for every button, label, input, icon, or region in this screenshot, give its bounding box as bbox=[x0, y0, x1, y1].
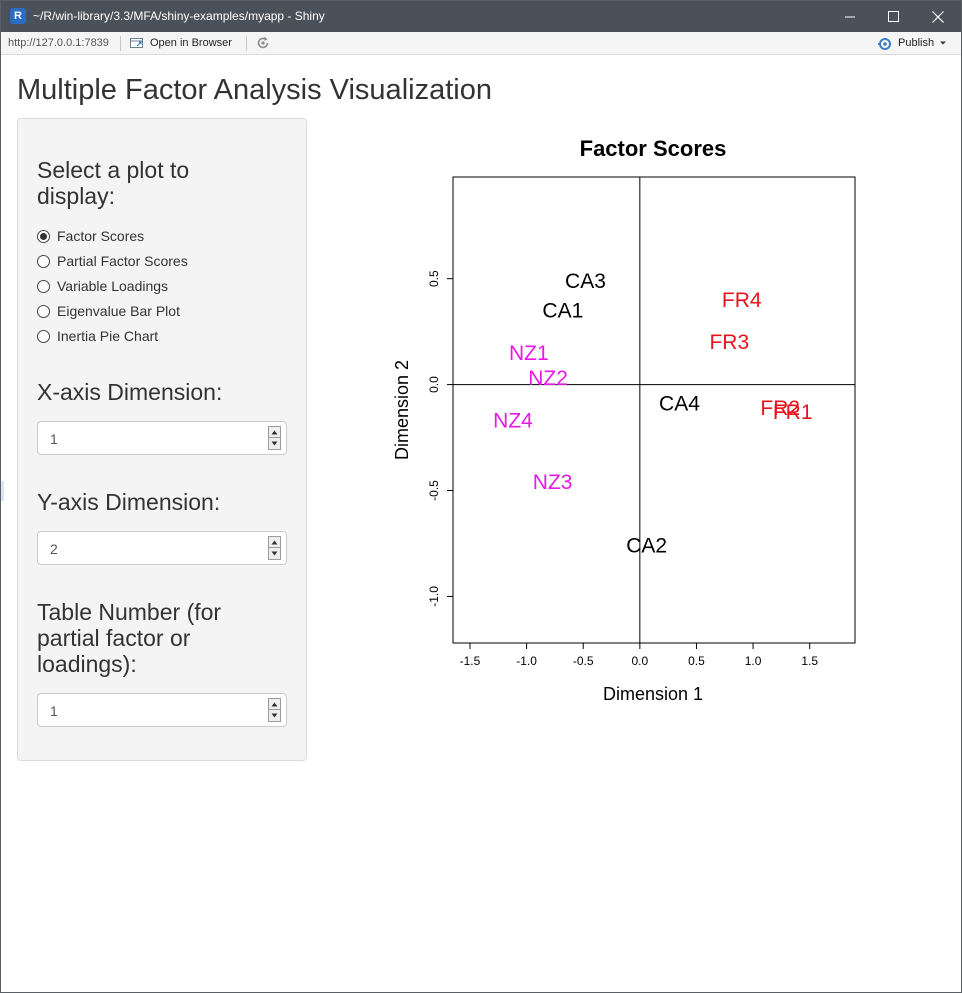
plot-select-label: Select a plot to display: bbox=[37, 157, 190, 209]
x-axis-title: Dimension 1 bbox=[603, 684, 703, 704]
refresh-button[interactable] bbox=[255, 35, 271, 54]
y-axis-stepper[interactable] bbox=[268, 536, 281, 560]
factor-scores-chart: Factor Scores -1.5 -1.0 -0.5 0.0 0.5 1.0 1.5 0… bbox=[392, 136, 856, 704]
point-label: NZ4 bbox=[493, 410, 533, 433]
radio-label: Inertia Pie Chart bbox=[57, 328, 159, 344]
open-in-browser-label: Open in Browser bbox=[150, 36, 232, 49]
open-in-browser-button[interactable]: Open in Browser bbox=[129, 36, 232, 49]
radio-label: Factor Scores bbox=[57, 228, 145, 244]
y-axis-input[interactable]: 2 bbox=[37, 531, 287, 565]
publish-button[interactable]: Publish bbox=[877, 36, 947, 50]
table-number-input[interactable]: 1 bbox=[37, 693, 287, 727]
x-tick-label: 0.0 bbox=[632, 654, 649, 668]
viewer-toolbar: http://127.0.0.1:7839 Open in Browser bbox=[1, 32, 961, 55]
point-label: CA4 bbox=[659, 393, 700, 416]
radio-inertia-pie-chart[interactable]: Inertia Pie Chart bbox=[37, 328, 158, 344]
y-tick-label: 0.0 bbox=[427, 376, 441, 393]
r-app-icon: R bbox=[10, 8, 26, 24]
radio-button[interactable] bbox=[37, 279, 50, 293]
radio-button[interactable] bbox=[37, 304, 50, 318]
y-axis-value: 2 bbox=[50, 541, 58, 557]
point-label: CA1 bbox=[542, 299, 583, 322]
plot-frame bbox=[452, 176, 856, 644]
x-axis-stepper[interactable] bbox=[268, 426, 281, 450]
radio-factor-scores[interactable]: Factor Scores bbox=[37, 228, 144, 244]
sidebar-panel: Select a plot to display: Factor Scores … bbox=[17, 118, 307, 761]
page-title: Multiple Factor Analysis Visualization bbox=[17, 74, 492, 106]
stepper-up-icon[interactable] bbox=[269, 537, 280, 548]
x-axis-value: 1 bbox=[50, 431, 58, 447]
maximize-icon bbox=[887, 11, 899, 22]
close-icon bbox=[932, 10, 944, 23]
radio-eigenvalue-bar-plot[interactable]: Eigenvalue Bar Plot bbox=[37, 303, 180, 319]
y-tick-label: -1.0 bbox=[427, 586, 441, 607]
point-label: NZ1 bbox=[509, 342, 549, 365]
url-label: http://127.0.0.1:7839 bbox=[8, 37, 109, 49]
y-axis-title: Dimension 2 bbox=[392, 360, 412, 460]
refresh-icon bbox=[257, 36, 269, 49]
toolbar-divider bbox=[120, 36, 121, 51]
radio-label: Eigenvalue Bar Plot bbox=[57, 303, 180, 319]
y-tick-label: 0.5 bbox=[427, 270, 441, 287]
x-tick-label: 1.0 bbox=[745, 654, 762, 668]
stepper-down-icon[interactable] bbox=[269, 710, 280, 721]
x-tick-label: 1.5 bbox=[801, 654, 818, 668]
radio-label: Variable Loadings bbox=[57, 278, 169, 294]
window-title: ~/R/win-library/3.3/MFA/shiny-examples/m… bbox=[33, 9, 325, 23]
chart-title: Factor Scores bbox=[580, 136, 727, 161]
minimize-button[interactable] bbox=[827, 1, 873, 32]
point-label: FR2 bbox=[760, 397, 800, 420]
stepper-up-icon[interactable] bbox=[269, 427, 280, 438]
x-tick-label: -1.0 bbox=[516, 654, 537, 668]
stepper-down-icon[interactable] bbox=[269, 548, 280, 559]
radio-button[interactable] bbox=[37, 254, 50, 268]
y-axis-label: Y-axis Dimension: bbox=[37, 489, 221, 515]
stepper-down-icon[interactable] bbox=[269, 438, 280, 449]
point-label: CA2 bbox=[626, 535, 667, 558]
point-label: FR1 bbox=[773, 401, 813, 424]
point-label: CA3 bbox=[565, 270, 606, 293]
point-label: NZ3 bbox=[533, 471, 573, 494]
x-axis-label: X-axis Dimension: bbox=[37, 379, 223, 405]
y-tick-label: -0.5 bbox=[427, 480, 441, 501]
x-tick-label: -1.5 bbox=[460, 654, 481, 668]
x-axis-input[interactable]: 1 bbox=[37, 421, 287, 455]
table-number-value: 1 bbox=[50, 703, 58, 719]
factor-scores-plot: Factor Scores -1.5 -1.0 -0.5 0.0 0.5 1.0 1.5 0… bbox=[381, 126, 881, 716]
open-in-browser-icon bbox=[130, 38, 143, 48]
publish-icon bbox=[878, 38, 891, 50]
x-tick-label: -0.5 bbox=[573, 654, 594, 668]
point-label: NZ2 bbox=[528, 367, 568, 390]
minimize-icon bbox=[844, 16, 855, 18]
point-label: FR4 bbox=[722, 289, 762, 312]
table-number-label: Table Number (for partial factor or load… bbox=[37, 599, 222, 677]
publish-label: Publish bbox=[898, 37, 935, 49]
stepper-up-icon[interactable] bbox=[269, 699, 280, 710]
radio-label: Partial Factor Scores bbox=[57, 253, 188, 269]
chevron-down-icon[interactable] bbox=[939, 40, 947, 46]
close-button[interactable] bbox=[915, 1, 961, 32]
title-bar: R ~/R/win-library/3.3/MFA/shiny-examples… bbox=[1, 1, 961, 32]
toolbar-divider bbox=[246, 36, 247, 51]
radio-variable-loadings[interactable]: Variable Loadings bbox=[37, 278, 168, 294]
point-label: FR3 bbox=[709, 331, 749, 354]
radio-button[interactable] bbox=[37, 329, 50, 343]
table-number-stepper[interactable] bbox=[268, 698, 281, 722]
window-edge-marker bbox=[1, 481, 4, 501]
radio-button[interactable] bbox=[37, 229, 50, 243]
maximize-button[interactable] bbox=[870, 1, 916, 32]
radio-partial-factor-scores[interactable]: Partial Factor Scores bbox=[37, 253, 188, 269]
x-tick-label: 0.5 bbox=[688, 654, 705, 668]
